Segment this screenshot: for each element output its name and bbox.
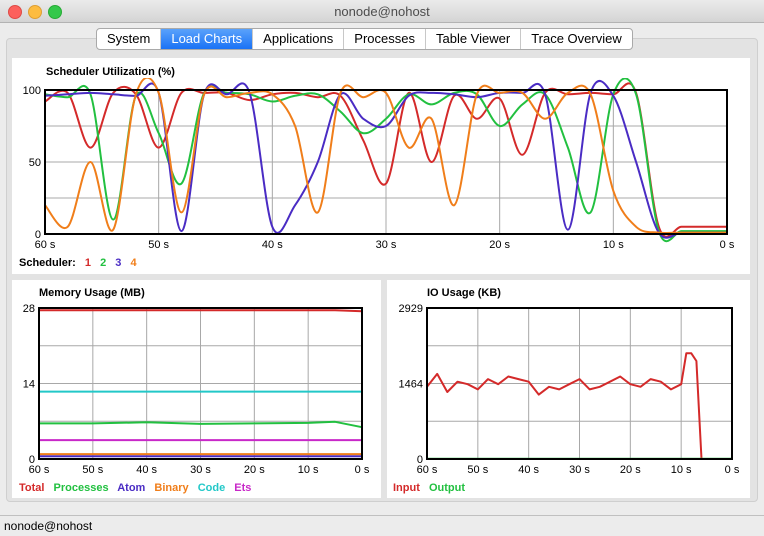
tab-table-viewer[interactable]: Table Viewer [426, 29, 522, 49]
scheduler-plot-frame [44, 89, 728, 235]
legend-item-scheduler-2: 2 [100, 257, 107, 269]
scheduler-x-tick-label: 10 s [603, 239, 624, 251]
legend-item-ets: Ets [234, 482, 252, 494]
tab-applications[interactable]: Applications [253, 29, 345, 49]
memory-series-total-line [39, 309, 363, 313]
memory-x-tick-label: 20 s [244, 464, 265, 476]
io-chart-title: IO Usage (KB) [427, 287, 501, 299]
legend-item-output: Output [428, 482, 465, 494]
legend-item-input: Input [393, 482, 420, 494]
legend-item-scheduler-3: 3 [115, 257, 122, 269]
scheduler-x-tick-label: 60 s [35, 239, 56, 251]
io-x-tick-label: 40 s [518, 464, 539, 476]
tab-trace-overview[interactable]: Trace Overview [531, 31, 622, 46]
legend-item-scheduler-4: 4 [130, 257, 137, 269]
memory-usage-chart: 0 14 28 60 s 50 s 40 s 30 s 20 s 10 s 0 s [23, 303, 370, 476]
memory-panel: Memory Usage (MB) Total Processes Atom B… [12, 280, 381, 498]
io-x-tick-label: 0 s [725, 464, 740, 476]
memory-y-tick-label: 28 [23, 303, 35, 315]
title-bar[interactable]: nonode@nohost [0, 0, 764, 23]
scheduler-chart-title: Scheduler Utilization (%) [46, 66, 175, 78]
scheduler-x-tick-label: 20 s [489, 239, 510, 251]
io-series-input-line [426, 352, 732, 460]
legend-item-code: Code [197, 482, 226, 494]
io-y-tick-label: 0 [417, 454, 423, 466]
legend-item-atom: Atom [117, 482, 146, 494]
io-x-tick-label: 20 s [620, 464, 641, 476]
memory-x-tick-label: 60 s [29, 464, 50, 476]
memory-y-tick-label: 14 [23, 379, 35, 391]
io-y-tick-label: 1464 [399, 379, 423, 391]
memory-x-tick-label: 50 s [82, 464, 103, 476]
scheduler-x-tick-label: 40 s [262, 239, 283, 251]
io-panel: IO Usage (KB) Input Output [387, 280, 750, 498]
memory-plot-frame [38, 307, 363, 460]
io-x-tick-label: 50 s [467, 464, 488, 476]
scheduler-y-tick-label: 0 [35, 229, 41, 241]
scheduler-series-4-line [44, 78, 727, 234]
status-bar: nonode@nohost [0, 515, 764, 536]
zoom-button[interactable] [48, 5, 62, 19]
scheduler-legend-label: Scheduler: [19, 257, 76, 269]
memory-x-tick-label: 0 s [355, 464, 370, 476]
io-y-tick-label: 2929 [399, 303, 423, 315]
scheduler-utilization-chart: 0 50 100 60 s 50 s 40 s 30 s 20 s 10 s 0 s [23, 78, 735, 251]
tab-processes[interactable]: Processes [344, 29, 426, 49]
legend-item-processes: Processes [53, 482, 109, 494]
close-button[interactable] [8, 5, 22, 19]
scheduler-x-tick-label: 0 s [720, 239, 735, 251]
io-x-tick-label: 10 s [671, 464, 692, 476]
memory-x-tick-label: 10 s [298, 464, 319, 476]
io-legend: Input Output [393, 482, 471, 494]
io-usage-chart: 0 1464 2929 60 s 50 s 40 s 30 s 20 s 10 s 0 s [399, 303, 740, 476]
window-title: nonode@nohost [334, 4, 430, 19]
legend-item-total: Total [19, 482, 45, 494]
legend-item-binary: Binary [154, 482, 189, 494]
minimize-button[interactable] [28, 5, 42, 19]
scheduler-y-tick-label: 100 [23, 85, 41, 97]
io-x-tick-label: 30 s [569, 464, 590, 476]
io-plot-frame [426, 307, 733, 460]
memory-legend: Total Processes Atom Binary Code Ets [19, 482, 257, 494]
memory-chart-title: Memory Usage (MB) [39, 287, 145, 299]
memory-series-processes-line [39, 420, 363, 429]
tab-system[interactable]: System [97, 29, 162, 49]
tab-load-charts[interactable]: Load Charts [161, 29, 254, 49]
scheduler-x-tick-label: 50 s [148, 239, 169, 251]
memory-x-tick-label: 40 s [136, 464, 157, 476]
memory-x-tick-label: 30 s [190, 464, 211, 476]
io-x-tick-label: 60 s [417, 464, 438, 476]
status-text: nonode@nohost [4, 519, 93, 533]
scheduler-legend: Scheduler: 1 2 3 4 [19, 257, 143, 269]
tab-bar: System Load Charts Applications Processe… [96, 28, 633, 50]
memory-y-tick-label: 0 [29, 454, 35, 466]
scheduler-x-tick-label: 30 s [376, 239, 397, 251]
scheduler-y-tick-label: 50 [29, 157, 41, 169]
legend-item-scheduler-1: 1 [84, 257, 92, 269]
